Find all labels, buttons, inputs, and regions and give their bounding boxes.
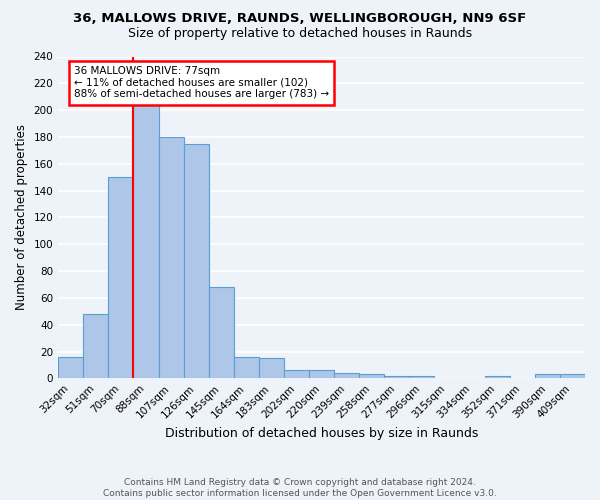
Y-axis label: Number of detached properties: Number of detached properties [15, 124, 28, 310]
Bar [58, 357, 83, 378]
Bar [259, 358, 284, 378]
Bar [309, 370, 334, 378]
Bar [209, 287, 234, 378]
Text: Size of property relative to detached houses in Raunds: Size of property relative to detached ho… [128, 28, 472, 40]
Bar [158, 137, 184, 378]
Bar [485, 376, 510, 378]
Text: 36, MALLOWS DRIVE, RAUNDS, WELLINGBOROUGH, NN9 6SF: 36, MALLOWS DRIVE, RAUNDS, WELLINGBOROUG… [73, 12, 527, 26]
Bar [409, 376, 434, 378]
Text: Contains HM Land Registry data © Crown copyright and database right 2024.
Contai: Contains HM Land Registry data © Crown c… [103, 478, 497, 498]
Bar [359, 374, 385, 378]
X-axis label: Distribution of detached houses by size in Raunds: Distribution of detached houses by size … [165, 427, 478, 440]
Bar [334, 373, 359, 378]
Bar [234, 357, 259, 378]
Bar [133, 104, 158, 378]
Bar [535, 374, 560, 378]
Bar [83, 314, 109, 378]
Bar [560, 374, 585, 378]
Text: 36 MALLOWS DRIVE: 77sqm
← 11% of detached houses are smaller (102)
88% of semi-d: 36 MALLOWS DRIVE: 77sqm ← 11% of detache… [74, 66, 329, 100]
Bar [109, 177, 133, 378]
Bar [284, 370, 309, 378]
Bar [385, 376, 409, 378]
Bar [184, 144, 209, 378]
